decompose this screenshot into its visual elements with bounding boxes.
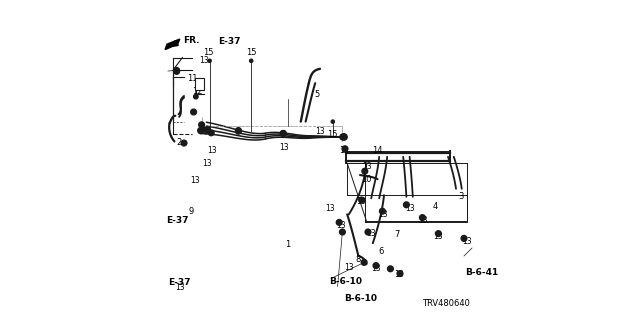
Text: 5: 5 — [314, 90, 319, 99]
Circle shape — [174, 68, 179, 73]
Text: B-6-10: B-6-10 — [329, 277, 362, 286]
Circle shape — [250, 59, 253, 62]
Circle shape — [337, 220, 342, 225]
Text: E-37: E-37 — [168, 278, 191, 287]
Text: 11: 11 — [188, 74, 198, 83]
Text: 13: 13 — [279, 143, 289, 152]
Text: 13: 13 — [339, 146, 349, 155]
Circle shape — [280, 131, 286, 136]
Text: TRV480640: TRV480640 — [422, 299, 470, 308]
Circle shape — [435, 231, 442, 236]
Circle shape — [420, 215, 425, 220]
Circle shape — [198, 122, 205, 128]
Text: 13: 13 — [433, 232, 444, 241]
Text: 13: 13 — [189, 176, 200, 185]
Text: 1: 1 — [285, 240, 291, 249]
Text: 13: 13 — [418, 216, 428, 225]
Polygon shape — [165, 39, 180, 50]
Text: 13: 13 — [207, 146, 217, 155]
Circle shape — [362, 168, 368, 174]
Text: 13: 13 — [462, 237, 472, 246]
Circle shape — [332, 120, 335, 123]
Text: 13: 13 — [336, 221, 346, 230]
Text: 14: 14 — [372, 146, 383, 155]
Text: 15: 15 — [246, 48, 257, 57]
Text: 15: 15 — [204, 48, 214, 57]
Text: 13: 13 — [362, 162, 372, 171]
Circle shape — [174, 68, 179, 74]
Text: 12: 12 — [193, 87, 203, 96]
Circle shape — [397, 271, 403, 276]
Circle shape — [198, 127, 204, 134]
Text: 13: 13 — [356, 197, 366, 206]
Circle shape — [236, 128, 241, 133]
Text: 13: 13 — [371, 264, 381, 273]
Bar — [195, 78, 204, 90]
Text: 2: 2 — [176, 138, 181, 147]
Circle shape — [236, 128, 241, 134]
Circle shape — [342, 146, 348, 152]
Text: 13: 13 — [315, 127, 325, 136]
Text: E-37: E-37 — [166, 216, 188, 225]
Text: 13: 13 — [325, 204, 335, 212]
Circle shape — [380, 208, 385, 214]
Circle shape — [461, 236, 467, 241]
Circle shape — [404, 202, 410, 208]
Text: 6: 6 — [378, 247, 383, 256]
Circle shape — [208, 59, 211, 62]
Text: E-37: E-37 — [218, 37, 241, 46]
Text: 13: 13 — [344, 263, 355, 272]
Text: 13: 13 — [175, 283, 185, 292]
Circle shape — [181, 140, 187, 146]
Text: 8: 8 — [356, 255, 361, 264]
Text: B-6-10: B-6-10 — [344, 294, 377, 303]
Text: FR.: FR. — [183, 36, 200, 44]
Text: 13: 13 — [378, 210, 388, 219]
Circle shape — [280, 131, 286, 136]
Circle shape — [388, 266, 393, 272]
Text: B-6-41: B-6-41 — [466, 268, 499, 277]
Circle shape — [361, 260, 367, 265]
Text: 7: 7 — [394, 230, 399, 239]
Text: 13: 13 — [394, 270, 404, 279]
Circle shape — [365, 229, 371, 235]
Text: 9: 9 — [189, 207, 194, 216]
Text: 10: 10 — [361, 175, 372, 184]
Circle shape — [373, 263, 379, 268]
Circle shape — [209, 130, 214, 136]
Text: 13: 13 — [404, 204, 415, 212]
Text: 4: 4 — [433, 202, 438, 211]
Circle shape — [191, 109, 196, 115]
Text: 3: 3 — [458, 192, 463, 201]
Circle shape — [193, 94, 198, 99]
Text: 13: 13 — [202, 159, 212, 168]
Circle shape — [341, 134, 347, 140]
Circle shape — [205, 127, 210, 132]
Text: 15: 15 — [328, 130, 338, 139]
Circle shape — [339, 229, 346, 235]
Circle shape — [340, 134, 346, 140]
Text: 13: 13 — [366, 229, 376, 238]
Circle shape — [359, 197, 365, 203]
Text: 13: 13 — [199, 56, 209, 65]
